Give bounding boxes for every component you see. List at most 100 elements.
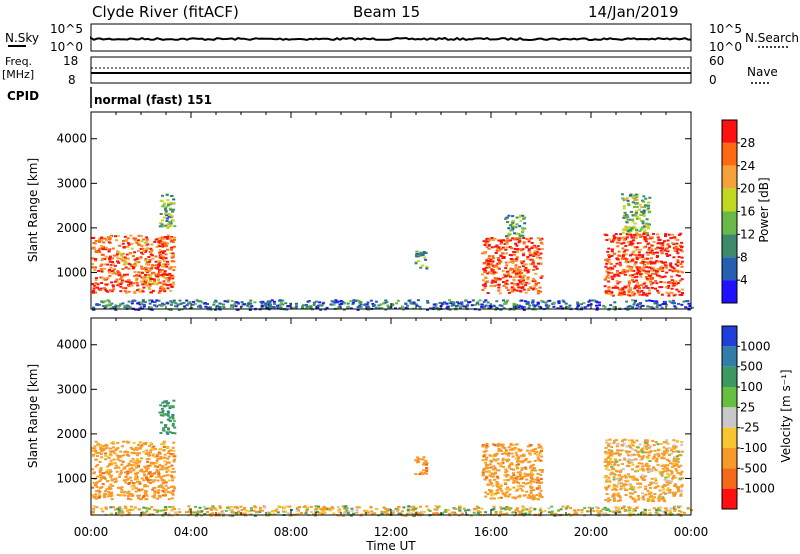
- scatter-cell: [676, 252, 679, 254]
- scatter-cell: [655, 282, 658, 284]
- scatter-cell: [636, 249, 639, 251]
- scatter-cell: [91, 468, 94, 470]
- scatter-cell: [656, 255, 659, 257]
- scatter-cell: [655, 441, 658, 443]
- scatter-cell: [544, 510, 547, 512]
- scatter-cell: [644, 451, 647, 453]
- scatter-cell: [170, 486, 173, 488]
- scatter-cell: [372, 305, 375, 307]
- scatter-cell: [519, 220, 522, 222]
- scatter-cell: [643, 230, 646, 232]
- scatter-cell: [649, 470, 652, 472]
- scatter-cell: [483, 287, 486, 289]
- scatter-cell: [618, 294, 621, 296]
- scatter-cell: [489, 463, 492, 465]
- scatter-cell: [627, 241, 630, 243]
- scatter-cell: [173, 461, 176, 463]
- scatter-cell: [626, 221, 629, 223]
- scatter-cell: [128, 463, 131, 465]
- scatter-cell: [505, 264, 508, 266]
- scatter-cell: [161, 411, 164, 413]
- scatter-cell: [507, 289, 510, 291]
- scatter-cell: [649, 252, 652, 254]
- scatter-cell: [123, 479, 126, 481]
- scatter-cell: [136, 458, 139, 460]
- scatter-cell: [324, 507, 327, 509]
- scatter-cell: [631, 219, 634, 221]
- scatter-cell: [423, 511, 426, 513]
- scatter-cell: [107, 491, 110, 493]
- scatter-cell: [157, 241, 160, 243]
- scatter-cell: [643, 479, 646, 481]
- velocity-colorbar: 100050010025-25-100-500-1000: [722, 326, 775, 509]
- scatter-cell: [135, 491, 138, 493]
- scatter-cell: [673, 270, 676, 272]
- scatter-cell: [658, 509, 661, 511]
- scatter-cell: [642, 201, 645, 203]
- scatter-cell: [218, 513, 221, 515]
- scatter-cell: [156, 510, 159, 512]
- scatter-cell: [129, 306, 132, 308]
- scatter-cell: [678, 256, 681, 258]
- scatter-cell: [203, 506, 206, 508]
- scatter-cell: [94, 258, 97, 260]
- scatter-cell: [162, 482, 165, 484]
- scatter-cell: [516, 248, 519, 250]
- scatter-cell: [344, 506, 347, 508]
- scatter-cell: [653, 507, 656, 509]
- scatter-cell: [134, 507, 137, 509]
- scatter-cell: [540, 253, 543, 255]
- scatter-cell: [132, 282, 135, 284]
- scatter-cell: [676, 440, 679, 442]
- scatter-cell: [646, 258, 649, 260]
- scatter-cell: [632, 304, 635, 306]
- scatter-cell: [121, 512, 124, 514]
- scatter-cell: [516, 290, 519, 292]
- scatter-cell: [167, 412, 170, 414]
- scatter-cell: [173, 476, 176, 478]
- scatter-cell: [673, 305, 676, 307]
- scatter-cell: [648, 275, 651, 277]
- scatter-cell: [620, 482, 623, 484]
- scatter-cell: [664, 266, 667, 268]
- scatter-cell: [681, 261, 684, 263]
- scatter-cell: [525, 246, 528, 248]
- colorbar-tick-label: 25: [740, 400, 755, 414]
- scatter-cell: [613, 500, 616, 502]
- scatter-cell: [629, 459, 632, 461]
- scatter-cell: [642, 305, 645, 307]
- scatter-cell: [641, 227, 644, 229]
- scatter-cell: [661, 471, 664, 473]
- scatter-cell: [511, 215, 514, 217]
- scatter-cell: [160, 422, 163, 424]
- y-tick-label: 1000: [56, 471, 87, 485]
- scatter-cell: [536, 488, 539, 490]
- scatter-cell: [473, 512, 476, 514]
- scatter-cell: [507, 233, 510, 235]
- scatter-cell: [632, 476, 635, 478]
- scatter-cell: [505, 287, 508, 289]
- scatter-cell: [530, 237, 533, 239]
- x-tick-label: 00:00: [74, 525, 109, 539]
- scatter-cell: [592, 510, 595, 512]
- scatter-cell: [652, 233, 655, 235]
- scatter-cell: [140, 281, 143, 283]
- scatter-cell: [640, 262, 643, 264]
- scatter-cell: [660, 465, 663, 467]
- scatter-cell: [673, 475, 676, 477]
- scatter-cell: [489, 481, 492, 483]
- velocity-panel: 1000200030004000 Slant Range [km] 100050…: [26, 318, 793, 517]
- scatter-cell: [169, 417, 172, 419]
- scatter-cell: [269, 301, 272, 303]
- scatter-cell: [494, 279, 497, 281]
- scatter-cell: [505, 513, 508, 515]
- y-tick-label: 3000: [56, 382, 87, 396]
- scatter-cell: [628, 281, 631, 283]
- scatter-cell: [615, 439, 618, 441]
- scatter-cell: [423, 462, 426, 464]
- scatter-cell: [647, 243, 650, 245]
- scatter-cell: [552, 306, 555, 308]
- scatter-cell: [632, 464, 635, 466]
- scatter-cell: [666, 292, 669, 294]
